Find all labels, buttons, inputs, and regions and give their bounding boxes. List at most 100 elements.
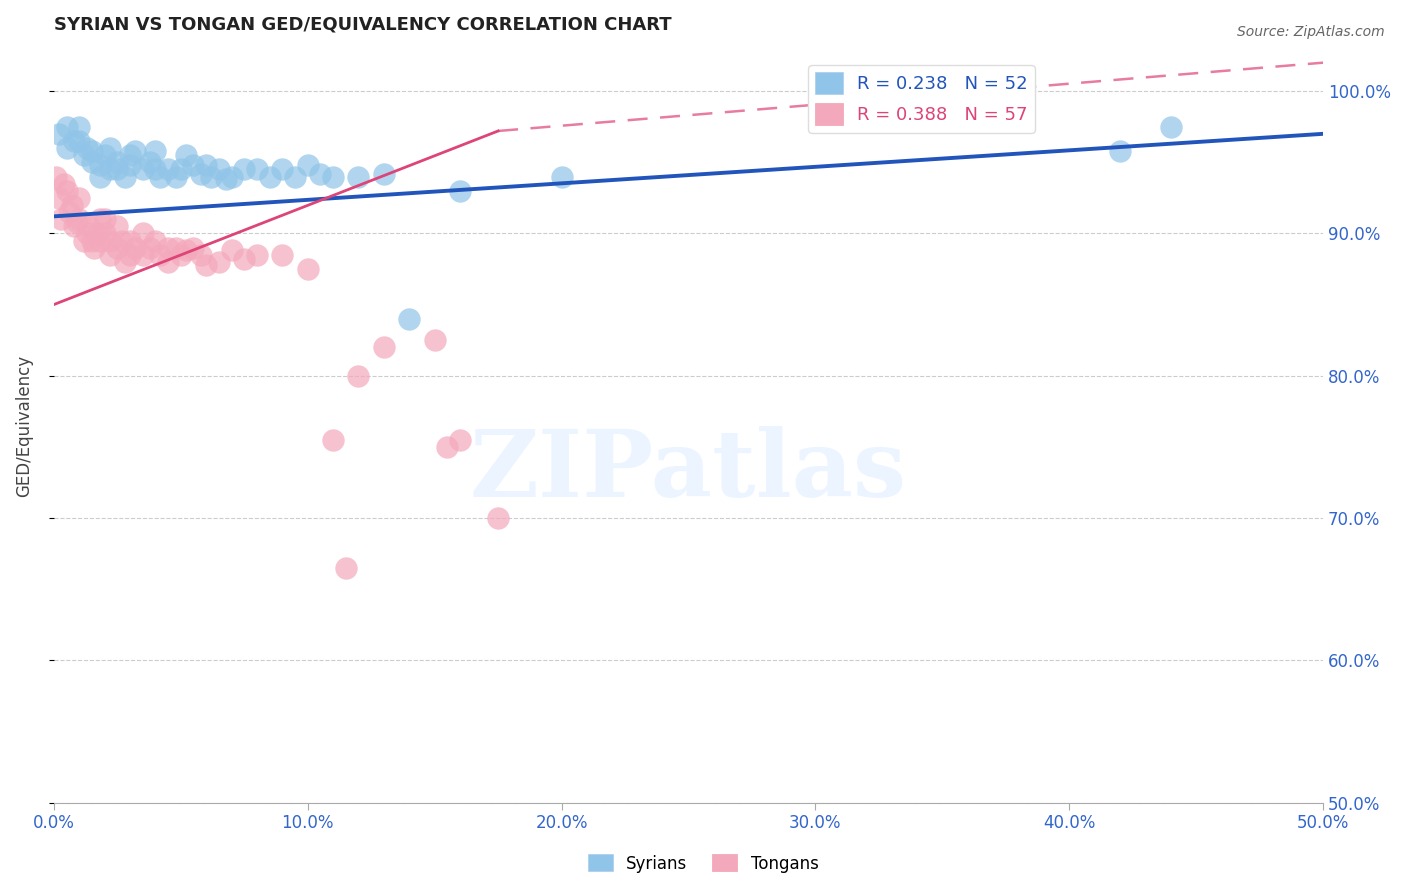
Point — [55, 141, 77, 155]
Point — [131, 248, 153, 262]
Point — [80, 234, 103, 248]
Point — [322, 169, 344, 184]
Point — [373, 340, 395, 354]
Point — [98, 234, 121, 248]
Point — [76, 227, 98, 241]
Point — [208, 162, 231, 177]
Point — [233, 162, 256, 177]
Point — [73, 148, 96, 162]
Point — [309, 167, 332, 181]
Point — [174, 244, 197, 258]
Point — [145, 234, 167, 248]
Point — [63, 134, 86, 148]
Point — [114, 169, 136, 184]
Point — [51, 212, 73, 227]
Point — [145, 162, 167, 177]
Point — [83, 241, 105, 255]
Text: Source: ZipAtlas.com: Source: ZipAtlas.com — [1237, 25, 1385, 39]
Point — [98, 162, 121, 177]
Point — [373, 167, 395, 181]
Point — [76, 141, 98, 155]
Point — [67, 134, 90, 148]
Point — [139, 155, 162, 169]
Point — [246, 162, 269, 177]
Point — [157, 255, 180, 269]
Point — [157, 241, 180, 255]
Point — [67, 191, 90, 205]
Point — [398, 311, 420, 326]
Point — [165, 241, 187, 255]
Point — [124, 144, 146, 158]
Point — [98, 141, 121, 155]
Point — [195, 258, 218, 272]
Point — [157, 162, 180, 177]
Point — [93, 227, 115, 241]
Point — [486, 511, 509, 525]
Point — [183, 241, 205, 255]
Point — [170, 248, 193, 262]
Point — [149, 169, 172, 184]
Point — [80, 155, 103, 169]
Point — [347, 169, 370, 184]
Point — [89, 158, 111, 172]
Point — [347, 368, 370, 383]
Point — [93, 212, 115, 227]
Point — [165, 169, 187, 184]
Legend: R = 0.238   N = 52, R = 0.388   N = 57: R = 0.238 N = 52, R = 0.388 N = 57 — [808, 65, 1035, 133]
Point — [60, 198, 83, 212]
Point — [63, 219, 86, 234]
Point — [423, 333, 446, 347]
Point — [105, 155, 128, 169]
Point — [53, 177, 76, 191]
Point — [190, 167, 212, 181]
Y-axis label: GED/Equivalency: GED/Equivalency — [15, 354, 32, 497]
Legend: Syrians, Tongans: Syrians, Tongans — [581, 847, 825, 880]
Point — [118, 158, 141, 172]
Point — [297, 158, 319, 172]
Point — [246, 248, 269, 262]
Point — [1160, 120, 1182, 134]
Point — [89, 169, 111, 184]
Point — [200, 169, 222, 184]
Point — [259, 169, 281, 184]
Point — [73, 234, 96, 248]
Text: ZIPatlas: ZIPatlas — [470, 425, 907, 516]
Point — [271, 248, 294, 262]
Point — [118, 148, 141, 162]
Point — [449, 433, 471, 447]
Point — [190, 248, 212, 262]
Point — [80, 144, 103, 158]
Point — [55, 184, 77, 198]
Point — [322, 433, 344, 447]
Point — [195, 158, 218, 172]
Point — [48, 191, 70, 205]
Point — [335, 561, 357, 575]
Point — [550, 169, 572, 184]
Point — [86, 227, 108, 241]
Point — [67, 120, 90, 134]
Point — [271, 162, 294, 177]
Point — [45, 169, 67, 184]
Point — [55, 120, 77, 134]
Point — [221, 244, 243, 258]
Point — [436, 440, 458, 454]
Point — [183, 158, 205, 172]
Text: SYRIAN VS TONGAN GED/EQUIVALENCY CORRELATION CHART: SYRIAN VS TONGAN GED/EQUIVALENCY CORRELA… — [53, 15, 672, 33]
Point — [105, 219, 128, 234]
Point — [105, 162, 128, 177]
Point — [66, 215, 89, 229]
Point — [297, 262, 319, 277]
Point — [124, 241, 146, 255]
Point — [221, 169, 243, 184]
Point — [58, 205, 80, 219]
Point — [48, 127, 70, 141]
Point — [449, 184, 471, 198]
Point — [1109, 144, 1132, 158]
Point — [79, 219, 101, 234]
Point — [284, 169, 307, 184]
Point — [118, 234, 141, 248]
Point — [89, 212, 111, 227]
Point — [131, 227, 153, 241]
Point — [93, 148, 115, 162]
Point — [67, 212, 90, 227]
